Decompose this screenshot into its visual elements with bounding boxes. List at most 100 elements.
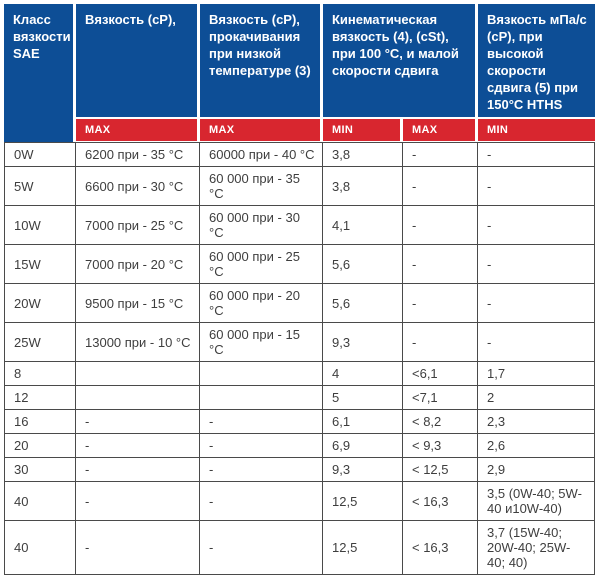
pumping-max-cell: 60 000 при - 30 °C [200,206,323,245]
hths-min-cell: 2,3 [478,410,596,434]
kinematic-max-cell: <6,1 [403,362,479,386]
kinematic-min-cell: 6,9 [323,434,403,458]
kinematic-max-cell: < 16,3 [403,521,479,575]
table-row: 25W 13000 при - 10 °C 60 000 при - 15 °C 9,… [4,323,596,362]
table-row: 0W 6200 при - 35 °C 60000 при - 40 °C 3,8- - [4,142,596,167]
kinematic-min-cell: 3,8 [323,142,403,167]
viscosity-max-cell: 6200 при - 35 °C [76,142,200,167]
hths-min-cell: 1,7 [478,362,596,386]
viscosity-max-cell: - [76,521,200,575]
subheader-row: MAX MAX MIN MAX MIN [4,117,596,142]
table-row: 8 4 <6,1 1,7 [4,362,596,386]
kinematic-max-cell: - [403,167,479,206]
pumping-max-cell: - [200,434,323,458]
table-row: 20- -6,9 < 9,3 2,6 [4,434,596,458]
table-row: 12 5 <7,1 2 [4,386,596,410]
kinematic-max-cell: - [403,206,479,245]
kinematic-min-cell: 6,1 [323,410,403,434]
table-row: 16- -6,1 < 8,2 2,3 [4,410,596,434]
table-row: 20W 9500 при - 15 °C 60 000 при - 20 °C 5,6… [4,284,596,323]
pumping-max-cell: - [200,410,323,434]
sae-class-cell: 8 [4,362,76,386]
pumping-max-cell: 60000 при - 40 °C [200,142,323,167]
sae-class-cell: 25W [4,323,76,362]
kinematic-min-cell: 12,5 [323,521,403,575]
hths-min-cell: - [478,167,596,206]
kinematic-min-cell: 9,3 [323,323,403,362]
sae-class-cell: 0W [4,142,76,167]
kinematic-min-cell: 5,6 [323,245,403,284]
sae-class-cell: 15W [4,245,76,284]
viscosity-max-cell: 9500 при - 15 °C [76,284,200,323]
kinematic-max-cell: < 8,2 [403,410,479,434]
viscosity-max-cell: 7000 при - 20 °C [76,245,200,284]
pumping-max-cell: - [200,458,323,482]
viscosity-max-cell [76,362,200,386]
pumping-max-cell: 60 000 при - 25 °C [200,245,323,284]
hths-min-cell: 3,7 (15W-40; 20W-40; 25W-40; 40) [478,521,596,575]
pumping-max-cell: - [200,521,323,575]
sae-class-cell: 20 [4,434,76,458]
subheader-pumping-max: MAX [200,117,323,142]
kinematic-min-cell: 12,5 [323,482,403,521]
pumping-max-cell: 60 000 при - 20 °C [200,284,323,323]
sae-class-cell: 16 [4,410,76,434]
table-row: 40- -12,5 < 16,3 3,7 (15W-40; 20W-40; 25W-4… [4,521,596,575]
hths-min-cell: 2 [478,386,596,410]
kinematic-max-cell: < 9,3 [403,434,479,458]
kinematic-min-cell: 5,6 [323,284,403,323]
pumping-max-cell: 60 000 при - 15 °C [200,323,323,362]
pumping-max-cell [200,386,323,410]
sae-class-cell: 30 [4,458,76,482]
kinematic-min-cell: 4 [323,362,403,386]
hths-min-cell: - [478,323,596,362]
kinematic-max-cell: - [403,284,479,323]
hths-min-cell: 3,5 (0W-40; 5W-40 и10W-40) [478,482,596,521]
header-viscosity-cp: Вязкость (сР), [76,4,200,117]
viscosity-max-cell: - [76,482,200,521]
header-pumping-viscosity: Вязкость (сР), прокачивания при низкой т… [200,4,323,117]
hths-min-cell: 2,6 [478,434,596,458]
hths-min-cell: 2,9 [478,458,596,482]
viscosity-max-cell [76,386,200,410]
kinematic-min-cell: 3,8 [323,167,403,206]
hths-min-cell: - [478,284,596,323]
kinematic-max-cell: - [403,142,479,167]
table-row: 40- -12,5 < 16,3 3,5 (0W-40; 5W-40 и10W-40) [4,482,596,521]
hths-min-cell: - [478,206,596,245]
viscosity-max-cell: - [76,458,200,482]
viscosity-max-cell: 6600 при - 30 °C [76,167,200,206]
header-hths-viscosity: Вязкость мПа/с (сР), при высокой скорост… [478,4,596,117]
viscosity-max-cell: - [76,434,200,458]
sae-class-cell: 5W [4,167,76,206]
kinematic-max-cell: <7,1 [403,386,479,410]
kinematic-min-cell: 9,3 [323,458,403,482]
kinematic-min-cell: 4,1 [323,206,403,245]
sae-class-cell: 20W [4,284,76,323]
header-sae-class: Класс вязкости SAE [4,4,76,142]
sae-class-cell: 10W [4,206,76,245]
table-body: 0W 6200 при - 35 °C 60000 при - 40 °C 3,8- -… [4,142,596,575]
subheader-kinematic-max: MAX [403,117,479,142]
subheader-kinematic-min: MIN [323,117,403,142]
subheader-hths-min: MIN [478,117,596,142]
sae-viscosity-table: Класс вязкости SAE Вязкость (сР), Вязкос… [4,4,596,575]
table-row: 10W 7000 при - 25 °C 60 000 при - 30 °C 4,1… [4,206,596,245]
kinematic-max-cell: < 12,5 [403,458,479,482]
viscosity-max-cell: - [76,410,200,434]
kinematic-max-cell: - [403,323,479,362]
table-header: Класс вязкости SAE Вязкость (сР), Вязкос… [4,4,596,142]
pumping-max-cell: - [200,482,323,521]
table-row: 30- -9,3 < 12,5 2,9 [4,458,596,482]
viscosity-max-cell: 7000 при - 25 °C [76,206,200,245]
table-row: 5W 6600 при - 30 °C 60 000 при - 35 °C 3,8-… [4,167,596,206]
pumping-max-cell: 60 000 при - 35 °C [200,167,323,206]
sae-class-cell: 12 [4,386,76,410]
pumping-max-cell [200,362,323,386]
kinematic-max-cell: - [403,245,479,284]
kinematic-max-cell: < 16,3 [403,482,479,521]
header-row: Класс вязкости SAE Вязкость (сР), Вязкос… [4,4,596,142]
sae-class-cell: 40 [4,482,76,521]
sae-class-cell: 40 [4,521,76,575]
